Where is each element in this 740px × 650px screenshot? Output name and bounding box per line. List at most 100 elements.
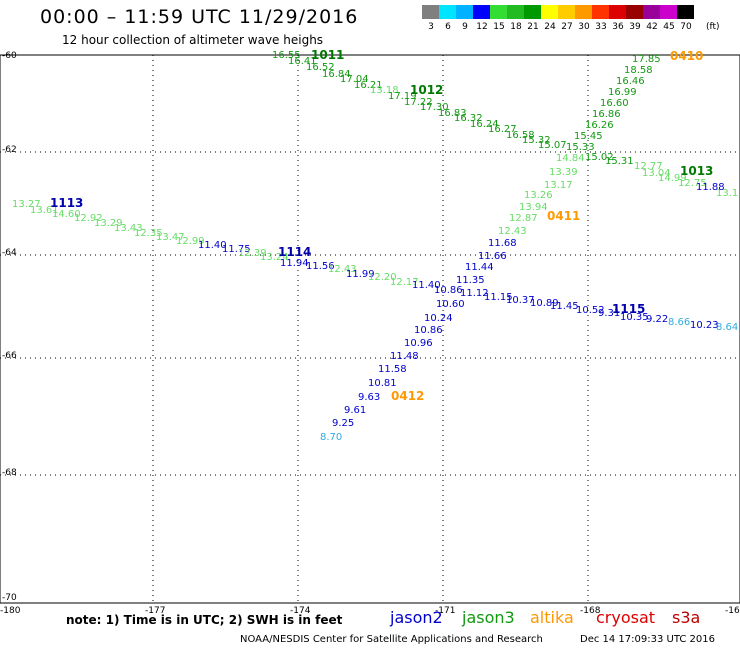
lat-label: -70: [2, 593, 17, 603]
footer-credit: NOAA/NESDIS Center for Satellite Applica…: [240, 634, 543, 645]
swh-value: 10.23: [690, 320, 719, 331]
swh-value: 12.39: [238, 248, 267, 259]
scale-label: 24: [544, 22, 556, 32]
swh-value: 16.26: [585, 120, 614, 131]
scale-label: 36: [612, 22, 624, 32]
lat-label: -68: [2, 468, 17, 478]
scale-label: 45: [663, 22, 675, 32]
scale-swatch: [507, 5, 524, 19]
swh-value: 11.35: [456, 275, 485, 286]
swh-value: 15.32: [522, 135, 551, 146]
swh-value: 10.60: [436, 299, 465, 310]
swh-value: 10.89: [530, 298, 559, 309]
swh-value: 17.04: [340, 74, 369, 85]
swh-value: 12.20: [368, 272, 397, 283]
swh-value: 16.27: [488, 124, 517, 135]
lat-label: -60: [2, 51, 17, 61]
swh-value: 11.94: [280, 258, 309, 269]
swh-value: 12.77: [634, 161, 663, 172]
swh-value: 9.22: [646, 314, 668, 325]
footer-timestamp: Dec 14 17:09:33 UTC 2016: [580, 634, 715, 645]
swh-value: 13.29: [94, 218, 123, 229]
swh-value: 10.86: [414, 325, 443, 336]
swh-value: 11.56: [306, 261, 335, 272]
lon-label: -171: [435, 606, 455, 616]
swh-value: 14.84: [556, 153, 585, 164]
lat-label: -62: [2, 145, 17, 155]
swh-value: 12.75: [678, 178, 707, 189]
swh-value: 13.39: [549, 167, 578, 178]
scale-label: 33: [595, 22, 607, 32]
swh-value: 8.64: [716, 322, 738, 333]
swh-value: 10.37: [506, 295, 535, 306]
swh-value: 16.84: [322, 69, 351, 80]
pass-time-label: 0411: [547, 209, 580, 223]
swh-value: 12.43: [498, 226, 527, 237]
swh-value: 15.02: [585, 152, 614, 163]
swh-value: 12.92: [74, 213, 103, 224]
pass-time-label: 1115: [612, 302, 645, 316]
swh-value: 12.43: [328, 264, 357, 275]
pass-time-label: 1114: [278, 245, 311, 259]
swh-value: 17.19: [388, 91, 417, 102]
scale-swatch: [541, 5, 558, 19]
scale-label: 39: [629, 22, 641, 32]
swh-value: 13.17: [544, 180, 573, 191]
swh-value: 11.44: [465, 262, 494, 273]
lat-label: -66: [2, 351, 17, 361]
scale-swatch: [592, 5, 609, 19]
swh-value: 13.24: [260, 252, 289, 263]
scale-swatch: [643, 5, 660, 19]
swh-value: 13.04: [642, 168, 671, 179]
swh-value: 17.30: [420, 102, 449, 113]
swh-value: 16.83: [438, 108, 467, 119]
lat-label: -64: [2, 248, 17, 258]
scale-swatch: [626, 5, 643, 19]
scale-unit: (ft): [706, 22, 720, 32]
scale-label: 18: [510, 22, 522, 32]
map-subtitle: 12 hour collection of altimeter wave hei…: [62, 33, 324, 47]
pass-time-label: 1012: [410, 83, 443, 97]
lon-label: -16: [725, 606, 740, 616]
legend-jason2: jason2: [390, 608, 443, 627]
swh-value: 11.99: [346, 269, 375, 280]
swh-value: 15.45: [574, 131, 603, 142]
swh-value: 13.94: [519, 202, 548, 213]
swh-value: 13.18: [370, 85, 399, 96]
scale-label: 30: [578, 22, 590, 32]
swh-value: 12.99: [176, 236, 205, 247]
swh-value: 16.52: [306, 62, 335, 73]
lon-label: -174: [290, 606, 311, 616]
legend-jason3: jason3: [462, 608, 515, 627]
scale-swatch: [609, 5, 626, 19]
swh-value: 11.68: [488, 238, 517, 249]
scale-swatch: [456, 5, 473, 19]
lon-label: -180: [0, 606, 21, 616]
swh-value: 13.27: [12, 199, 41, 210]
swh-value: 12.87: [509, 213, 538, 224]
scale-label: 70: [680, 22, 692, 32]
swh-value: 13.47: [156, 232, 185, 243]
swh-value: 8.66: [668, 317, 690, 328]
swh-value: 11.58: [378, 364, 407, 375]
swh-value: 11.88: [696, 182, 725, 193]
swh-value: 14.60: [52, 209, 81, 220]
swh-value: 10.81: [368, 378, 397, 389]
swh-value: 11.75: [222, 244, 251, 255]
swh-value: 13.43: [114, 223, 143, 234]
swh-value: 16.46: [616, 76, 645, 87]
swh-value: 14.99: [658, 173, 687, 184]
scale-label: 3: [428, 22, 434, 32]
scale-swatch: [473, 5, 490, 19]
scale-label: 6: [445, 22, 451, 32]
legend-altika: altika: [530, 608, 574, 627]
scale-swatch: [677, 5, 694, 19]
swh-value: 11.45: [550, 301, 579, 312]
swh-value: 15.07: [538, 140, 567, 151]
swh-value: 10.35: [620, 312, 649, 323]
swh-value: 11.40: [198, 240, 227, 251]
swh-value: 16.24: [470, 119, 499, 130]
swh-value: 11.15: [484, 292, 513, 303]
pass-time-label: 1013: [680, 164, 713, 178]
